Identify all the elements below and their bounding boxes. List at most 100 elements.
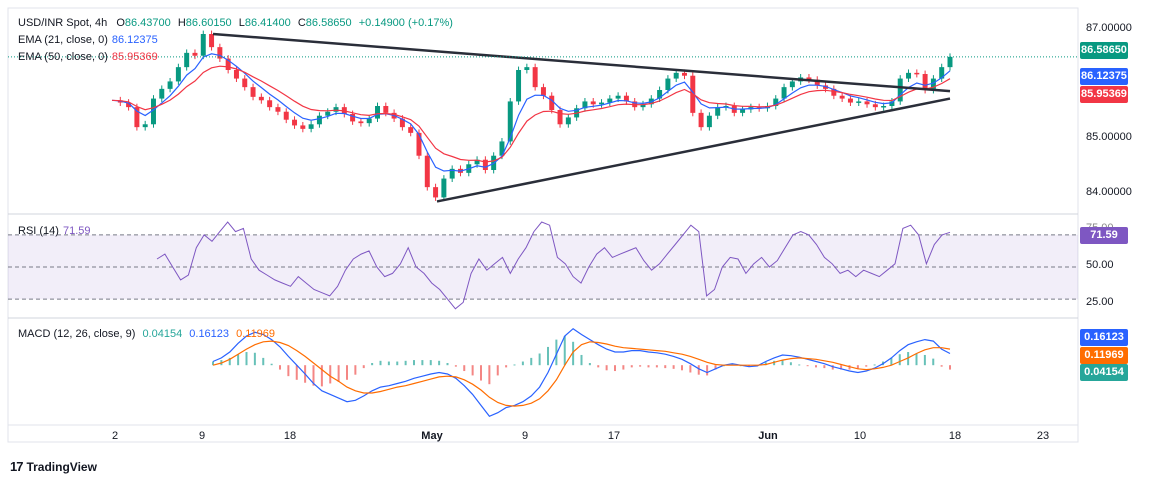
x-tick-17: 17	[607, 430, 621, 442]
close-value: 86.58650	[305, 17, 352, 29]
x-tick-jun10: 10	[853, 430, 867, 442]
macd-hist-bar	[898, 354, 901, 366]
low-label: L	[238, 17, 245, 29]
macd-hist-bar	[329, 365, 332, 384]
macd-hist-bar	[555, 339, 558, 366]
candle-body	[524, 67, 530, 70]
candle-body	[781, 87, 787, 99]
macd-hist-bar	[655, 365, 658, 368]
candle-body	[607, 98, 613, 103]
macd-hist-bar	[840, 365, 843, 370]
candle-body	[906, 72, 912, 79]
x-tick-may9: 9	[521, 430, 529, 442]
macd-line-badge: 0.16123	[1080, 329, 1128, 346]
macd-hist-bar	[212, 361, 214, 366]
macd-hist-bar	[890, 357, 893, 366]
candle-body	[889, 101, 895, 106]
macd-hist-bar	[798, 364, 801, 366]
macd-hist-bar	[588, 363, 591, 366]
macd-hist-bar	[630, 365, 633, 368]
candle-body	[258, 96, 264, 101]
ohlc-legend: USD/INR Spot, 4h O86.43700 H86.60150 L86…	[18, 17, 453, 30]
candle-body	[126, 102, 132, 108]
price-tick-85: 85.00000	[1086, 131, 1132, 143]
candle-body	[358, 121, 364, 124]
candle-body	[267, 100, 273, 108]
candle-body	[300, 125, 306, 129]
candle-body	[516, 70, 522, 102]
macd-signal-line	[212, 340, 951, 407]
candle-body	[275, 107, 281, 112]
candle-body	[847, 98, 853, 103]
candle-body	[233, 70, 239, 79]
upper-trendline	[212, 32, 951, 93]
macd-hist-bar	[731, 363, 734, 366]
candle-body	[408, 127, 414, 133]
macd-hist-bar	[454, 365, 457, 367]
x-tick-2: 2	[111, 430, 119, 442]
rsi-label: RSI (14)	[18, 225, 59, 237]
open-label: O	[116, 17, 125, 29]
macd-legend: MACD (12, 26, close, 9) 0.04154 0.16123 …	[18, 328, 275, 341]
ema50-badge: 85.95369	[1080, 86, 1128, 103]
macd-hist-bar	[547, 346, 549, 366]
macd-hist-bar	[438, 360, 441, 366]
candle-body	[615, 95, 621, 99]
candle-body	[599, 102, 605, 105]
macd-hist-bar	[622, 365, 625, 370]
macd-hist-bar	[287, 365, 290, 377]
ema50-value: 85.95369	[111, 51, 158, 63]
candle-body	[441, 178, 447, 198]
macd-hist-bar	[446, 363, 449, 366]
candle-body	[416, 132, 422, 156]
macd-hist-bar	[228, 357, 231, 366]
rsi-tick-25: 25.00	[1086, 296, 1114, 308]
candle-body	[914, 72, 920, 75]
rsi-legend: RSI (14) 71.59	[18, 225, 91, 238]
macd-hist-bar	[496, 365, 499, 376]
close-label: C	[297, 17, 306, 29]
candle-body	[424, 155, 430, 188]
candle-body	[831, 88, 837, 96]
macd-hist-bar	[262, 357, 265, 366]
macd-hist-bar	[572, 341, 575, 366]
candle-body	[864, 101, 870, 105]
macd-hist-bar	[505, 365, 508, 368]
macd-hist-bar	[672, 365, 675, 369]
macd-hist-bar	[831, 365, 834, 370]
last-price-badge: 86.58650	[1080, 42, 1128, 59]
candle-body	[930, 78, 936, 90]
candle-body	[250, 87, 256, 97]
macd-hist-bar	[664, 365, 667, 369]
x-tick-23: 23	[1036, 430, 1050, 442]
macd-hist-bar	[781, 360, 784, 366]
macd-hist-value: 0.04154	[142, 328, 183, 340]
rsi-value: 71.59	[62, 225, 91, 237]
candle-body	[947, 56, 953, 68]
macd-hist-bar	[681, 365, 683, 371]
candle-body	[897, 78, 903, 102]
macd-hist-bar	[480, 365, 482, 381]
macd-hist-bar	[295, 365, 298, 380]
macd-hist-bar	[764, 362, 767, 366]
macd-hist-bar	[312, 365, 315, 386]
macd-hist-bar	[471, 365, 474, 376]
candle-body	[806, 77, 812, 80]
candle-body	[773, 98, 779, 106]
macd-hist-bar	[362, 365, 365, 369]
change-value: +0.14900 (+0.17%)	[358, 17, 453, 29]
candle-body	[499, 141, 505, 156]
candle-body	[540, 87, 546, 96]
ema21-label: EMA (21, close, 0)	[18, 34, 108, 46]
candle-body	[159, 88, 165, 99]
macd-hist-bar	[848, 365, 851, 370]
macd-hist-bar	[697, 365, 700, 375]
candle-body	[217, 47, 223, 59]
candle-body	[383, 106, 389, 113]
tradingview-logo[interactable]: 17 TradingView	[10, 459, 97, 474]
candle-body	[532, 67, 538, 88]
candle-body	[682, 72, 687, 76]
candle-body	[333, 107, 339, 112]
